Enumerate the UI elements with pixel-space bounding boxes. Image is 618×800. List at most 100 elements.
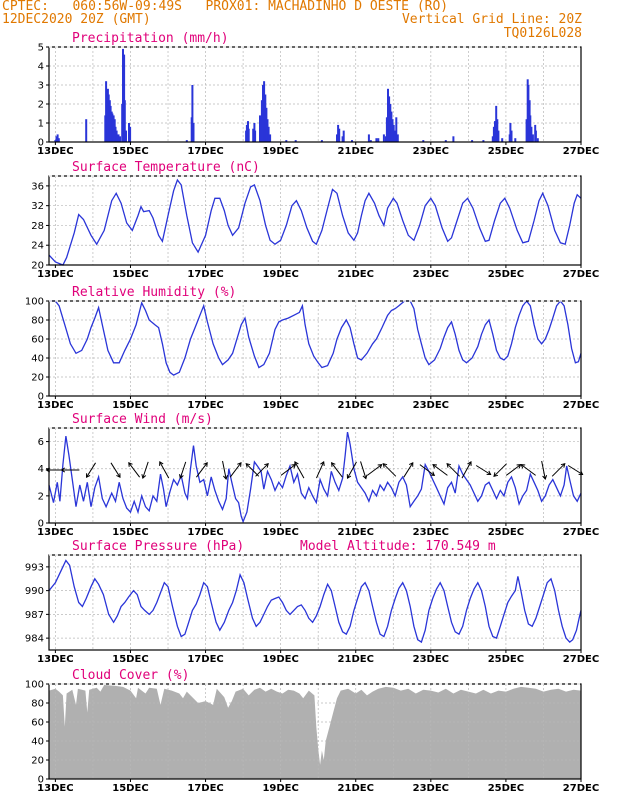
x-tick-label: 13DEC [37,527,73,538]
x-tick-label: 25DEC [488,400,524,411]
panel-title: Precipitation (mm/h) [72,31,229,46]
wind-arrow-head [60,467,66,473]
precip-bar [105,81,108,142]
y-tick-label: 60 [31,718,44,729]
y-tick-label: 36 [31,181,44,192]
precip-bar [536,138,539,142]
x-tick-label: 15DEC [112,146,148,157]
wind-arrow-head [128,462,133,467]
x-tick-label: 27DEC [563,783,599,794]
precip-bar [191,85,194,142]
x-tick-label: 19DEC [262,269,298,280]
precip-bar [391,119,394,142]
x-tick-label: 19DEC [262,146,298,157]
precip-bar [492,126,495,142]
x-tick-label: 23DEC [413,527,449,538]
wind-arrow-head [382,463,388,468]
wind-arrow-head [493,472,499,477]
wind-arrow-shaft [255,463,269,477]
precip-bar [111,113,114,142]
panel-frame [48,300,582,397]
wind-arrow-shaft [86,462,96,478]
x-tick-label: 17DEC [187,654,223,665]
precip-bar [509,123,512,142]
wind-arrow-shaft [179,461,187,479]
wind-arrow-shaft [245,463,260,477]
x-tick-label: 13DEC [37,146,73,157]
x-tick-label: 17DEC [187,269,223,280]
x-tick-label: 21DEC [338,783,374,794]
precip-bar [385,117,388,142]
wind-arrow-head [430,471,436,476]
precip-bar [107,94,110,142]
wind-arrow-shaft [493,463,507,477]
x-tick-label: 23DEC [413,654,449,665]
precip-bar [263,81,266,142]
precip-bar [294,140,297,142]
y-tick-label: 990 [25,586,44,597]
wind-arrow-head [486,470,492,476]
y-tick-label: 984 [25,634,44,645]
model-altitude-label: Model Altitude: 170.549 m [300,539,496,554]
wind-arrow-shaft [475,465,491,475]
x-tick-label: 17DEC [187,146,223,157]
wind-arrow-shaft [432,464,448,476]
panel-frame [48,427,582,524]
x-tick-label: 21DEC [338,269,374,280]
wind-arrow-head [245,463,251,468]
x-tick-label: 19DEC [262,400,298,411]
wind-arrow-shaft [446,463,461,477]
precip-bar [534,130,537,142]
precip-bar [55,136,58,142]
precip-bar [514,138,517,142]
precip-bar [482,140,485,142]
wind-arrow-head [85,473,91,479]
precip-bar [259,115,261,142]
precip-bar [510,130,513,142]
precip-bar [123,54,126,142]
header-model-code: TQ0126L028 [503,26,582,41]
wind-arrow-shaft [159,461,170,479]
header-date-line: 12DEC2020 20Z (GMT) [2,12,151,27]
x-tick-label: 25DEC [488,527,524,538]
x-tick-label: 13DEC [37,654,73,665]
cloud-cover-area [49,685,581,779]
y-tick-label: 20 [31,756,44,767]
precip-bar [471,140,474,142]
precip-bar [341,136,344,142]
wind-arrow-shaft [347,461,357,479]
x-tick-label: 15DEC [112,269,148,280]
x-tick-label: 21DEC [338,527,374,538]
precip-bar [501,138,504,142]
precip-bar [531,134,534,142]
wind-arrow-shaft [367,464,383,476]
precip-bar [320,140,323,142]
wind-arrow-head [264,463,269,468]
panel-title: Surface Temperature (nC) [72,160,260,175]
precip-bar [496,119,499,142]
precip-bar [285,140,288,142]
precip-bar [497,130,500,142]
precip-bar [491,136,494,142]
wind-arrow-head [159,461,164,466]
y-tick-label: 993 [25,562,44,573]
y-tick-label: 4 [38,62,44,73]
x-tick-label: 19DEC [262,654,298,665]
wind-arrow-head [520,464,526,469]
wind-arrow-shaft [280,464,296,476]
wind-arrow-shaft [567,465,583,475]
series-line [48,559,582,644]
panel-frame [48,554,582,651]
x-tick-label: 15DEC [112,527,148,538]
wind-arrow-head [223,475,228,480]
wind-arrow-head [377,464,383,469]
y-tick-label: 100 [25,680,44,691]
precip-bar [122,48,124,142]
wind-arrow-shaft [382,463,397,477]
precip-bar [388,96,391,142]
x-tick-label: 15DEC [112,783,148,794]
x-tick-label: 21DEC [338,654,374,665]
precip-bar [494,121,496,142]
x-tick-label: 27DEC [563,269,599,280]
